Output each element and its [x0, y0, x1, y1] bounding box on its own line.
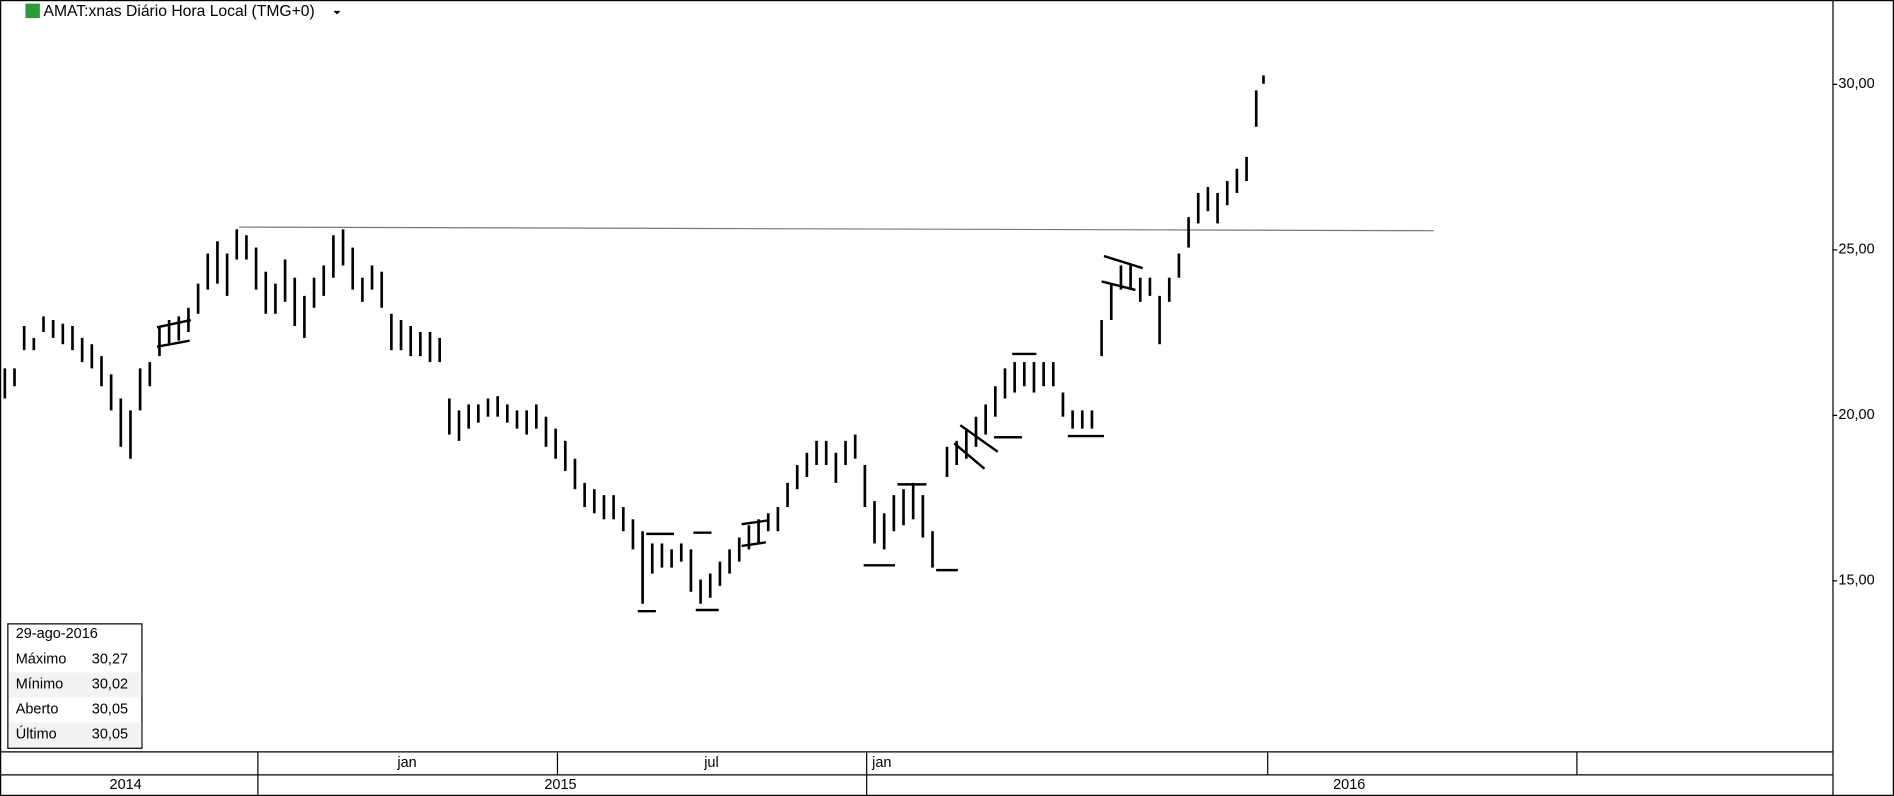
info-label: Aberto: [16, 701, 59, 717]
symbol-icon: [25, 3, 40, 19]
price-axis: 15,00 20,00 25,00 30,00: [1832, 76, 1875, 589]
trend-line: [741, 519, 768, 526]
trend-line: [1103, 254, 1144, 270]
info-value: 30,27: [92, 651, 128, 667]
year-label: 2014: [110, 777, 142, 793]
info-label: Mínimo: [16, 676, 64, 692]
info-value: 30,02: [92, 676, 128, 692]
resistance-line: [239, 226, 1434, 232]
info-row-bg: [8, 722, 142, 748]
dropdown-arrow[interactable]: [333, 10, 341, 15]
info-value: 30,05: [92, 701, 128, 717]
price-bars: [3, 75, 1265, 604]
y-tick-label: 25,00: [1838, 242, 1874, 258]
y-tick-label: 15,00: [1838, 573, 1874, 589]
year-label: 2016: [1333, 777, 1365, 793]
trend-line: [156, 318, 192, 329]
info-row-bg: [8, 672, 142, 698]
chart-title: AMAT:xnas Diário Hora Local (TMG+0): [43, 3, 314, 20]
trend-line: [156, 339, 190, 348]
info-label: Máximo: [16, 651, 67, 667]
month-label: jul: [703, 755, 719, 771]
trend-line: [741, 541, 766, 548]
year-label: 2015: [544, 777, 576, 793]
time-axis-separators: [257, 752, 1578, 796]
trend-line: [953, 442, 986, 470]
month-label: jan: [871, 755, 891, 771]
drawings: [156, 226, 1434, 613]
y-tick-label: 20,00: [1838, 407, 1874, 423]
month-label: jan: [396, 755, 416, 771]
info-date: 29-ago-2016: [16, 626, 98, 642]
info-rows: Máximo 30,27 Mínimo 30,02 Aberto 30,05 Último 3…: [8, 651, 142, 748]
y-tick-label: 30,00: [1838, 76, 1874, 92]
info-value: 30,05: [92, 726, 128, 742]
info-label: Último: [16, 725, 57, 742]
time-axis-labels: jan jul jan 2014 2015 2016: [110, 755, 1366, 793]
